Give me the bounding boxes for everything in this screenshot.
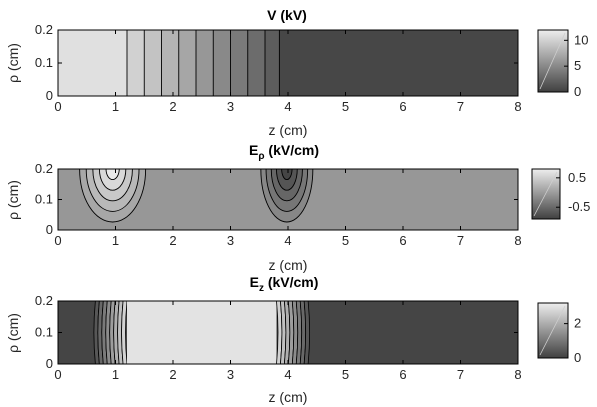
panel-ez-ticks: 0 1 2 3 4 5 6 7 8 0 0.1 0.2 <box>35 293 522 382</box>
contour-band <box>279 30 518 96</box>
x-tick-label: 3 <box>227 367 234 382</box>
contour-lobe <box>281 168 293 180</box>
x-tick-label: 0 <box>54 367 61 382</box>
panel-v-xlabel: z (cm) <box>269 122 308 138</box>
y-tick-label: 0.1 <box>35 325 53 340</box>
contour-band <box>178 30 196 96</box>
colorbar-tick-label: 10 <box>574 32 588 47</box>
y-tick-label: 0 <box>46 88 53 103</box>
panel-erho-colorbar: 0.5 -0.5 <box>531 168 590 220</box>
panel-v-field <box>58 30 518 96</box>
panel-v-ticks: 0 1 2 3 4 5 6 7 8 0 0.1 0.2 <box>35 22 522 114</box>
x-tick-label: 6 <box>399 99 406 114</box>
panel-ez: Ez (kV/cm) 0 1 2 3 4 5 6 7 8 0 0.1 0.2 z (cm) ρ (cm… <box>5 274 581 405</box>
y-tick-label: 0 <box>46 356 53 371</box>
panel-ez-title: Ez (kV/cm) <box>250 274 319 294</box>
colorbar-diagonal <box>533 171 558 217</box>
panel-erho-field <box>58 168 518 230</box>
x-tick-label: 7 <box>457 99 464 114</box>
panel-ez-xlabel: z (cm) <box>269 389 308 405</box>
x-tick-label: 1 <box>112 367 119 382</box>
x-tick-label: 0 <box>54 99 61 114</box>
x-tick-label: 5 <box>342 367 349 382</box>
x-tick-label: 6 <box>399 233 406 248</box>
x-tick-label: 0 <box>54 233 61 248</box>
x-tick-label: 2 <box>169 233 176 248</box>
colorbar-tick-label: 0.5 <box>568 170 586 185</box>
colorbar-tick-label: -0.5 <box>568 199 590 214</box>
y-tick-label: 0.1 <box>35 192 53 207</box>
x-tick-label: 2 <box>169 99 176 114</box>
panel-ez-ylabel: ρ (cm) <box>5 313 21 353</box>
x-tick-label: 6 <box>399 367 406 382</box>
x-tick-label: 8 <box>514 233 521 248</box>
panel-v: V (kV) 0 1 2 3 4 5 6 7 8 0 0.1 0.2 z (cm) ρ (cm) 0 5… <box>5 7 588 138</box>
x-tick-label: 7 <box>457 233 464 248</box>
panel-erho-title: Eρ (kV/cm) <box>249 142 319 162</box>
contour-band <box>58 30 127 96</box>
x-tick-label: 4 <box>284 99 291 114</box>
panel-ez-colorbar: 20 <box>537 302 581 365</box>
contour-band <box>213 30 231 96</box>
y-tick-label: 0.2 <box>35 293 53 308</box>
x-tick-label: 2 <box>169 367 176 382</box>
colorbar-tick-label: 2 <box>574 316 581 331</box>
x-tick-label: 4 <box>284 367 291 382</box>
colorbar-tick-label: 0 <box>574 350 581 365</box>
plateau-region <box>127 301 277 364</box>
colorbar-diagonal <box>539 32 566 90</box>
contour-band <box>247 30 265 96</box>
contour-band <box>161 30 179 96</box>
y-tick-label: 0.1 <box>35 55 53 70</box>
colorbar-tick-label: 0 <box>574 84 581 99</box>
x-tick-label: 1 <box>112 99 119 114</box>
panel-v-ylabel: ρ (cm) <box>5 43 21 83</box>
x-tick-label: 3 <box>227 233 234 248</box>
contour-band <box>127 30 145 96</box>
contour-band <box>265 30 280 96</box>
contour-band <box>144 30 162 96</box>
x-tick-label: 5 <box>342 99 349 114</box>
x-tick-label: 4 <box>284 233 291 248</box>
y-tick-label: 0.2 <box>35 161 53 176</box>
x-tick-label: 1 <box>112 233 119 248</box>
colorbar-diagonal <box>539 305 566 356</box>
panel-erho-ticks: 0 1 2 3 4 5 6 7 8 0 0.1 0.2 <box>35 161 522 248</box>
panel-erho: Eρ (kV/cm) 0 1 2 3 4 5 6 7 8 0 0.1 0.2 z (cm) ρ (cm… <box>5 142 590 273</box>
panel-erho-ylabel: ρ (cm) <box>5 180 21 220</box>
y-tick-label: 0.2 <box>35 22 53 37</box>
contour-band <box>196 30 214 96</box>
colorbar-tick-label: 5 <box>574 58 581 73</box>
y-tick-label: 0 <box>46 222 53 237</box>
x-tick-label: 3 <box>227 99 234 114</box>
panel-ez-field <box>58 300 518 365</box>
panel-v-title: V (kV) <box>267 7 307 23</box>
panel-v-colorbar: 0 5 10 <box>537 29 588 99</box>
x-tick-label: 7 <box>457 367 464 382</box>
panel-erho-xlabel: z (cm) <box>269 257 308 273</box>
x-tick-label: 8 <box>514 99 521 114</box>
x-tick-label: 5 <box>342 233 349 248</box>
x-tick-label: 8 <box>514 367 521 382</box>
contour-band <box>230 30 248 96</box>
